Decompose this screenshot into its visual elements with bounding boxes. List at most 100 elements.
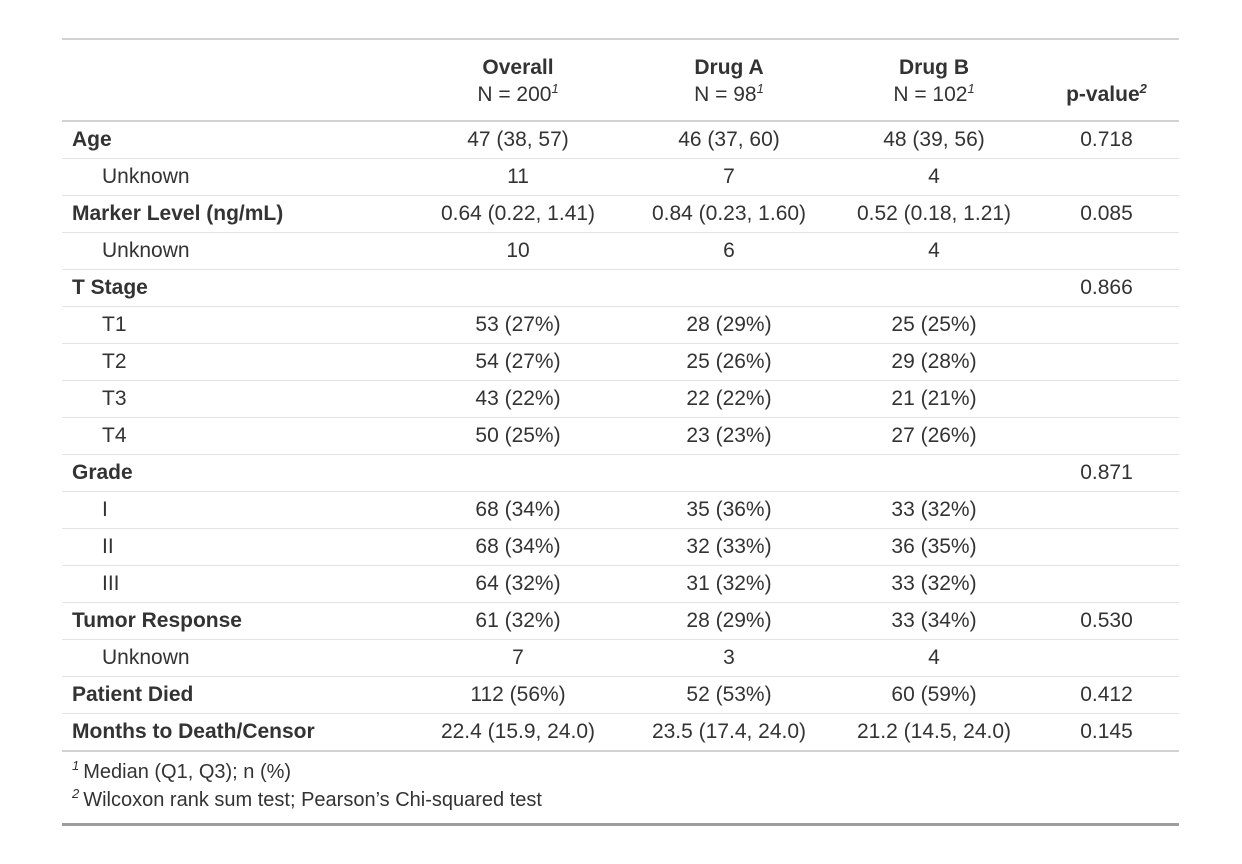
footnote-text: Median (Q1, Q3); n (%) [83, 761, 292, 783]
row-label: I [62, 491, 412, 529]
cell-overall: 43 (22%) [412, 380, 624, 418]
cell-p-value: 0.871 [1034, 454, 1179, 492]
cell-p-value: 0.530 [1034, 602, 1179, 640]
cell-drug-a: 25 (26%) [624, 343, 834, 381]
cell-overall: 112 (56%) [412, 676, 624, 714]
row-label: T3 [62, 380, 412, 418]
header-col-drug-b: Drug B N = 1021 [834, 39, 1034, 122]
cell-p-value [1034, 528, 1179, 566]
cell-overall: 7 [412, 639, 624, 677]
cell-drug-a: 6 [624, 232, 834, 270]
row-label: T2 [62, 343, 412, 381]
cell-p-value [1034, 417, 1179, 455]
header-row: Overall N = 2001 Drug A N = 981 Drug B N… [62, 39, 1179, 122]
row-label: T1 [62, 306, 412, 344]
row-label: Unknown [62, 158, 412, 196]
cell-p-value [1034, 380, 1179, 418]
cell-drug-b: 0.52 (0.18, 1.21) [834, 195, 1034, 233]
table-row: T3 43 (22%) 22 (22%) 21 (21%) [62, 380, 1179, 418]
footnote-text: Wilcoxon rank sum test; Pearson’s Chi-sq… [83, 789, 542, 811]
cell-drug-a: 28 (29%) [624, 602, 834, 640]
cell-p-value: 0.412 [1034, 676, 1179, 714]
cell-drug-b: 25 (25%) [834, 306, 1034, 344]
cell-drug-a [624, 269, 834, 307]
cell-overall: 10 [412, 232, 624, 270]
table-row: T2 54 (27%) 25 (26%) 29 (28%) [62, 343, 1179, 381]
cell-drug-a: 32 (33%) [624, 528, 834, 566]
cell-drug-a [624, 454, 834, 492]
cell-drug-a: 23.5 (17.4, 24.0) [624, 713, 834, 751]
cell-overall: 47 (38, 57) [467, 128, 569, 151]
cell-drug-b: 4 [834, 158, 1034, 196]
cell-overall: 22.4 (15.9, 24.0) [412, 713, 624, 751]
cell-overall: 54 (27%) [412, 343, 624, 381]
header-col-drug-a: Drug A N = 981 [624, 39, 834, 122]
cell-overall: 53 (27%) [412, 306, 624, 344]
table-row: Age 47 (38, 57) 46 (37, 60) 48 (39, 56) 0.71… [62, 121, 1179, 159]
cell-drug-b: 48 (39, 56) [883, 128, 985, 151]
table-footer: 1 Median (Q1, Q3); n (%) 2 Wilcoxon rank s… [62, 750, 1179, 826]
cell-drug-b: 33 (34%) [834, 602, 1034, 640]
column-title-overall: Overall [482, 56, 554, 79]
cell-drug-a: 23 (23%) [624, 417, 834, 455]
cell-drug-a: 22 (22%) [624, 380, 834, 418]
row-label: Tumor Response [62, 602, 412, 640]
cell-drug-b: 33 (32%) [834, 565, 1034, 603]
cell-overall: 68 (34%) [412, 491, 624, 529]
row-label: Age [72, 128, 112, 151]
footnote-ref-icon: 2 [1139, 81, 1147, 96]
row-label: Months to Death/Censor [62, 713, 412, 751]
cell-drug-a: 31 (32%) [624, 565, 834, 603]
footnote-marker: 2 [72, 786, 80, 802]
report-page: Overall N = 2001 Drug A N = 981 Drug B N… [62, 38, 1179, 826]
footnote-1: 1 Median (Q1, Q3); n (%) [72, 758, 1175, 786]
cell-overall [412, 454, 624, 492]
cell-overall: 64 (32%) [412, 565, 624, 603]
row-label: Unknown [62, 639, 412, 677]
cell-drug-a: 28 (29%) [624, 306, 834, 344]
cell-p-value: 0.145 [1034, 713, 1179, 751]
cell-p-value [1034, 639, 1179, 677]
table-row: T Stage 0.866 [62, 269, 1179, 307]
cell-drug-b [834, 269, 1034, 307]
cell-drug-b: 33 (32%) [834, 491, 1034, 529]
cell-p-value: 0.085 [1034, 195, 1179, 233]
cell-drug-a: 3 [624, 639, 834, 677]
table-row: Grade 0.871 [62, 454, 1179, 492]
cell-drug-b: 4 [834, 639, 1034, 677]
cell-p-value: 0.866 [1034, 269, 1179, 307]
table-row: Unknown 7 3 4 [62, 639, 1179, 677]
table-row: Patient Died 112 (56%) 52 (53%) 60 (59%) 0.4… [62, 676, 1179, 714]
row-label: T4 [62, 417, 412, 455]
table-row: I 68 (34%) 35 (36%) 33 (32%) [62, 491, 1179, 529]
cell-drug-b: 29 (28%) [834, 343, 1034, 381]
cell-p-value [1034, 491, 1179, 529]
cell-p-value [1034, 565, 1179, 603]
table-row: Tumor Response 61 (32%) 28 (29%) 33 (34%) 0.… [62, 602, 1179, 640]
row-label: Patient Died [62, 676, 412, 714]
cell-overall: 11 [412, 158, 624, 196]
cell-overall: 50 (25%) [412, 417, 624, 455]
footnote-ref-icon: 1 [967, 81, 975, 96]
table-row: Unknown 10 6 4 [62, 232, 1179, 270]
cell-p-value [1034, 343, 1179, 381]
column-title-drug-b: Drug B [899, 56, 969, 79]
cell-overall: 61 (32%) [412, 602, 624, 640]
footnote-ref-icon: 1 [551, 81, 559, 96]
footnote-2: 2 Wilcoxon rank sum test; Pearson’s Chi-s… [72, 786, 1175, 814]
footnote-ref-icon: 1 [756, 81, 764, 96]
table-body: Age 47 (38, 57) 46 (37, 60) 48 (39, 56) 0.71… [62, 121, 1179, 751]
cell-drug-b: 60 (59%) [834, 676, 1034, 714]
cell-drug-a: 52 (53%) [624, 676, 834, 714]
cell-p-value [1034, 158, 1179, 196]
table-row: Marker Level (ng/mL) 0.64 (0.22, 1.41) 0.8… [62, 195, 1179, 233]
table-header: Overall N = 2001 Drug A N = 981 Drug B N… [62, 39, 1179, 122]
row-label: Marker Level (ng/mL) [62, 195, 412, 233]
column-n-overall: N = 2001 [477, 81, 559, 106]
cell-drug-a: 35 (36%) [624, 491, 834, 529]
row-label: Unknown [62, 232, 412, 270]
cell-p-value [1034, 306, 1179, 344]
table-row: T1 53 (27%) 28 (29%) 25 (25%) [62, 306, 1179, 344]
cell-drug-b: 21 (21%) [834, 380, 1034, 418]
row-label: II [62, 528, 412, 566]
